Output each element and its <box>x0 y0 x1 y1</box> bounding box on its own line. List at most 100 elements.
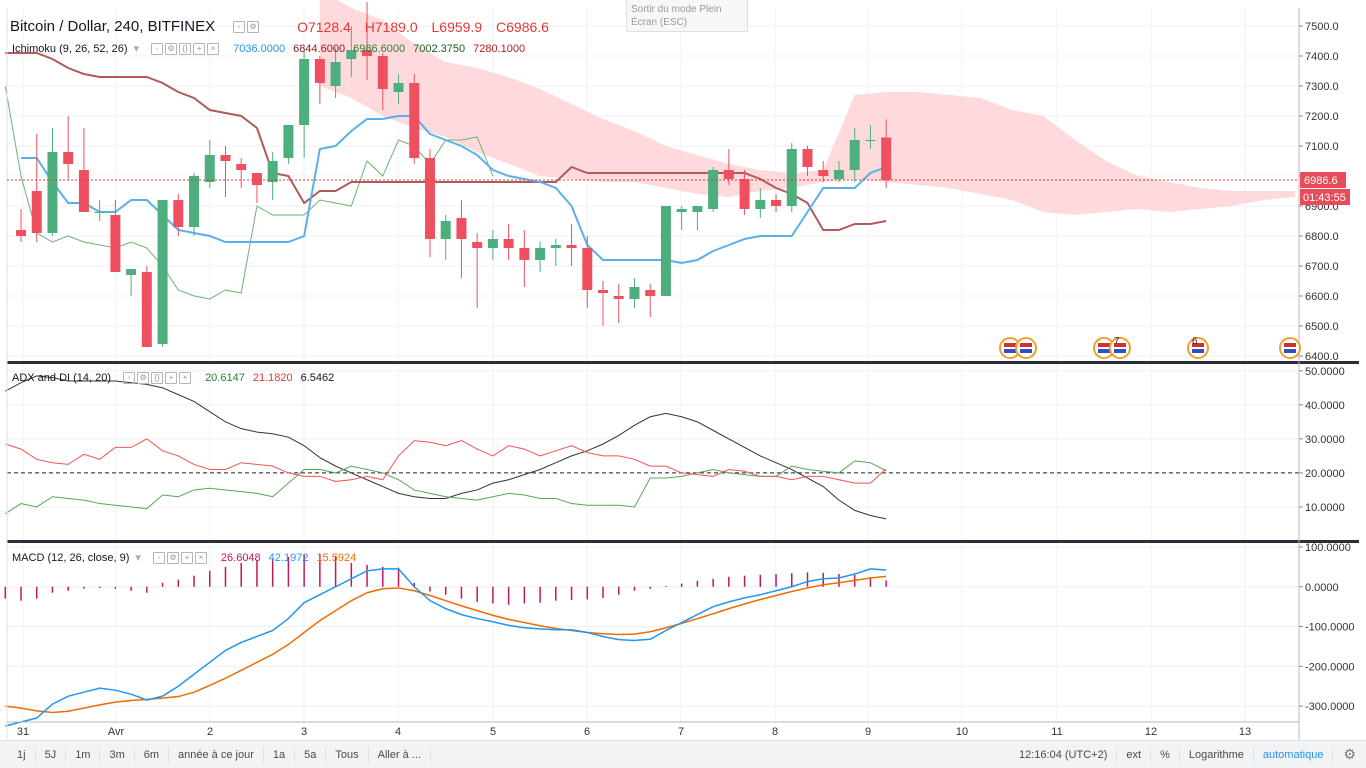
price-tick-label: 7500.0 <box>1305 21 1339 33</box>
candle-body <box>503 239 514 248</box>
add-icon[interactable]: + <box>180 551 193 564</box>
candle-body <box>645 290 656 296</box>
candle-body <box>346 50 357 59</box>
ichimoku-label[interactable]: Ichimoku (9, 26, 52, 26) <box>12 42 128 55</box>
macd-values: 26.6048 42.1972 15.5924 <box>213 552 356 564</box>
visibility-icon[interactable]: ◦ <box>152 551 165 564</box>
visibility-icon[interactable]: ◦ <box>233 20 246 33</box>
symbol-legend: Bitcoin / Dollar, 240, BITFINEX ◦ ⚙ O7128… <box>10 18 549 35</box>
adx-values: 20.6147 21.1820 6.5462 <box>197 372 334 384</box>
close-icon[interactable]: × <box>179 372 192 384</box>
range-button[interactable]: 1j <box>8 746 36 763</box>
candle-body <box>16 230 26 236</box>
close-icon[interactable]: × <box>194 551 207 564</box>
candle-body <box>472 242 483 248</box>
close-icon[interactable]: × <box>207 42 220 55</box>
settings-icon[interactable]: ⚙ <box>165 42 178 55</box>
candle-body <box>660 206 671 296</box>
ext-toggle[interactable]: ext <box>1117 746 1152 763</box>
macd-lines <box>4 554 887 727</box>
range-button[interactable]: 5J <box>36 746 67 763</box>
time-tick-label: 7 <box>678 726 684 738</box>
candle-body <box>723 170 734 179</box>
candle-body <box>110 215 121 272</box>
time-tick-label: 2 <box>207 726 213 738</box>
candle-body <box>739 179 750 209</box>
ichimoku-controls[interactable]: ◦ ⚙{} + × <box>151 42 221 55</box>
time-tick-label: 5 <box>490 726 496 738</box>
range-button[interactable]: Tous <box>326 746 369 763</box>
price-tick-label: 7200.0 <box>1305 111 1339 123</box>
flag-stripe <box>1020 349 1032 353</box>
flag-stripe <box>1098 349 1110 353</box>
bottom-toolbar: 1j 5J 1m 3m 6m année à ce jour 1a 5a Tous Aller à… <box>0 740 1366 768</box>
settings-icon[interactable]: ⚙ <box>247 20 260 33</box>
time-tick-label: 10 <box>956 726 968 738</box>
log-toggle[interactable]: Logarithme <box>1180 746 1254 763</box>
legend-controls[interactable]: ◦ ⚙ <box>233 20 261 33</box>
range-button[interactable]: année à ce jour <box>169 746 264 763</box>
adx-tick-label: 50.0000 <box>1305 366 1345 378</box>
symbol-title[interactable]: Bitcoin / Dollar, 240, BITFINEX <box>10 18 216 35</box>
fullscreen-exit-tooltip: Sortir du mode Plein Écran (ESC) <box>626 0 748 32</box>
price-tick-label: 6400.0 <box>1305 351 1339 363</box>
range-button[interactable]: 5a <box>295 746 327 763</box>
visibility-icon[interactable]: ◦ <box>151 42 164 55</box>
range-button[interactable]: 1m <box>66 746 101 763</box>
time-tick-label: 8 <box>772 726 778 738</box>
legend-value: 26.6048 <box>220 551 261 564</box>
source-icon[interactable]: {} <box>179 42 192 55</box>
price-tick-label: 6600.0 <box>1305 291 1339 303</box>
chevron-down-icon[interactable]: ▾ <box>133 43 140 55</box>
us-flag-icon <box>1109 337 1131 359</box>
auto-scale-toggle[interactable]: automatique <box>1254 746 1334 763</box>
candle-body <box>566 245 577 248</box>
range-button[interactable]: Aller à ... <box>369 746 432 763</box>
candle-body <box>31 191 42 233</box>
macd-controls[interactable]: ◦ ⚙ + × <box>152 551 209 564</box>
candle-body <box>786 149 797 206</box>
candle-body <box>94 212 105 213</box>
tooltip-line-2: Écran (ESC) <box>631 17 688 28</box>
candle-body <box>550 245 561 248</box>
candle-body <box>881 137 892 181</box>
legend-value: 6844.6000 <box>293 42 346 55</box>
gear-icon[interactable]: ⚙ <box>1343 746 1356 762</box>
legend-value: 20.6147 <box>205 372 245 384</box>
visibility-icon[interactable]: ◦ <box>123 372 136 384</box>
time-tick-label: 12 <box>1145 726 1157 738</box>
flag-stripe <box>1284 343 1296 347</box>
time-tick-label: Avr <box>108 726 125 738</box>
flag-stripe <box>1192 349 1204 353</box>
percent-toggle[interactable]: % <box>1151 746 1180 763</box>
candle-body <box>582 248 593 290</box>
chevron-down-icon[interactable]: ▾ <box>135 552 141 564</box>
candle-body <box>613 296 624 299</box>
range-button[interactable]: 6m <box>135 746 170 763</box>
candle-body <box>865 140 876 141</box>
macd-label[interactable]: MACD (12, 26, close, 9) <box>12 551 130 564</box>
legend-value: 42.1972 <box>268 551 309 564</box>
price-tick-label: 6500.0 <box>1305 321 1339 333</box>
candle-body <box>708 170 719 209</box>
candle-body <box>629 287 640 299</box>
add-icon[interactable]: + <box>165 372 178 384</box>
legend-value: 15.5924 <box>316 551 357 564</box>
settings-icon[interactable]: ⚙ <box>166 551 179 564</box>
macd-line <box>5 568 887 727</box>
adx-label[interactable]: ADX and DI (14, 20) <box>12 372 112 384</box>
adx-lines <box>4 375 1299 520</box>
settings-icon[interactable]: ⚙ <box>137 372 150 384</box>
low-value: L6959.9 <box>431 18 483 35</box>
event-count: 7 <box>1114 336 1120 347</box>
range-button[interactable]: 3m <box>100 746 135 763</box>
source-icon[interactable]: {} <box>151 372 164 384</box>
range-button[interactable]: 1a <box>264 746 296 763</box>
adx-controls[interactable]: ◦ ⚙{} + × <box>123 372 193 384</box>
candles <box>16 2 892 347</box>
flag-stripe <box>1098 343 1110 347</box>
add-icon[interactable]: + <box>193 42 206 55</box>
macd-tick-label: 0.0000 <box>1305 582 1339 594</box>
